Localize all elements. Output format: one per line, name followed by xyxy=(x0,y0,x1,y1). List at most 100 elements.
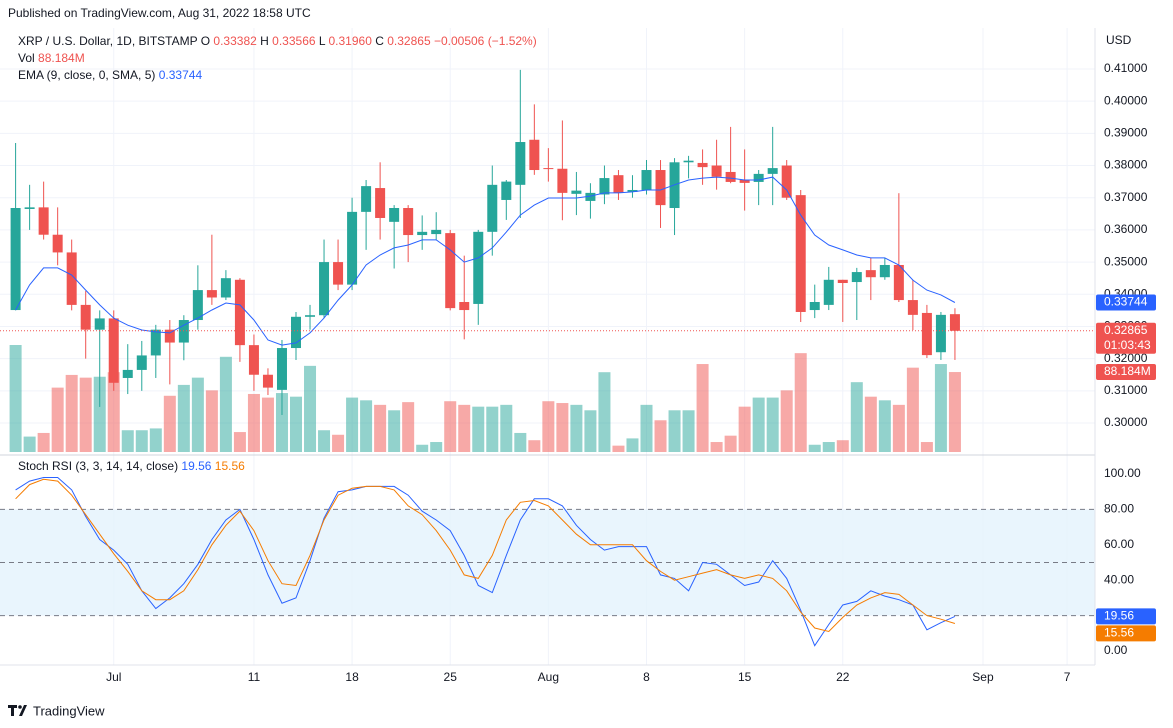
ohlc-letter: L xyxy=(319,34,326,48)
x-tick-label: 18 xyxy=(345,670,359,684)
volume-bar xyxy=(261,397,274,452)
ohlc-value: 0.33382 xyxy=(213,34,257,48)
volume-bar xyxy=(51,387,64,452)
candle-body xyxy=(80,304,91,330)
candle-body xyxy=(767,168,778,174)
volume-bar xyxy=(346,397,359,452)
candle-body xyxy=(192,290,203,321)
candle-body xyxy=(487,184,498,232)
candle-body xyxy=(220,278,231,298)
x-tick-label: 8 xyxy=(643,670,650,684)
y-tick-label: 0.38000 xyxy=(1104,158,1148,172)
volume-bar xyxy=(149,428,162,452)
candle-body xyxy=(781,165,792,198)
volume-value: 88.184M xyxy=(38,51,85,65)
legend-row: EMA (9, close, 0, SMA, 5) 0.33744 xyxy=(18,68,202,82)
candle-body xyxy=(276,348,287,390)
volume-bar xyxy=(318,430,331,452)
volume-bar xyxy=(514,432,527,452)
indicator-line xyxy=(15,478,956,633)
candle-body xyxy=(921,312,932,356)
volume-bar xyxy=(290,396,302,452)
candle-body xyxy=(543,168,554,170)
volume-bar xyxy=(766,397,779,452)
ema-name: EMA (9, close, 0, SMA, 5) xyxy=(18,68,155,82)
candle-body xyxy=(403,208,414,236)
volume-bar xyxy=(402,402,415,452)
volume-bar xyxy=(654,420,667,452)
volume-tag-bg xyxy=(1096,364,1156,381)
volume-bar xyxy=(191,377,204,452)
x-tick-label: 11 xyxy=(248,670,261,684)
y-tick-label: 0.41000 xyxy=(1104,61,1148,75)
candle-body xyxy=(248,345,259,375)
volume-bar xyxy=(65,374,78,452)
logo-dot xyxy=(18,705,22,709)
volume-bar xyxy=(696,364,709,452)
candle-body xyxy=(529,139,540,171)
volume-bar xyxy=(836,440,849,452)
volume-bar xyxy=(948,372,961,452)
ohlc-value: 0.31960 xyxy=(328,34,372,48)
legend-row: XRP / U.S. Dollar, 1D, BITSTAMP O 0.3338… xyxy=(18,34,537,48)
candle-body xyxy=(837,279,848,284)
x-tick-label: 25 xyxy=(444,670,458,684)
candle-body xyxy=(879,264,890,278)
volume-bar xyxy=(37,432,50,452)
volume-bar xyxy=(612,445,625,452)
volume-bar xyxy=(682,410,695,452)
close-tag-bg xyxy=(1096,322,1156,354)
candle-body xyxy=(164,329,175,343)
candle-body xyxy=(641,170,652,190)
candle-body xyxy=(431,229,442,235)
volume-bar xyxy=(360,400,373,452)
volume-bar xyxy=(710,442,723,452)
volume-bar xyxy=(920,442,933,452)
candle-body xyxy=(206,290,217,298)
candle-body xyxy=(361,186,372,212)
candle-body xyxy=(150,329,161,356)
volume-bar xyxy=(107,372,120,452)
candle-body xyxy=(52,234,63,253)
candle-body xyxy=(305,315,316,317)
volume-bar xyxy=(822,442,835,452)
volume-bar xyxy=(528,440,541,452)
y-tick-label: 0.40000 xyxy=(1104,93,1148,107)
candle-body xyxy=(809,301,820,311)
volume-bar xyxy=(850,382,863,452)
volume-bar xyxy=(640,404,653,452)
candle-body xyxy=(473,231,484,304)
candle-body xyxy=(108,318,119,383)
volume-bar xyxy=(121,430,134,452)
close-tag: 0.32865 xyxy=(1104,323,1148,337)
ohlc-value: 0.32865 xyxy=(387,34,431,48)
candle-body xyxy=(10,208,21,311)
volume-bar xyxy=(79,377,92,452)
logo-icon xyxy=(8,705,27,716)
candle-body xyxy=(501,181,512,200)
volume-bar xyxy=(878,400,891,452)
y-tick-label: 0.37000 xyxy=(1104,190,1148,204)
candle-body xyxy=(24,207,35,209)
candle-body xyxy=(417,231,428,236)
candle-body xyxy=(935,314,946,353)
volume-bar xyxy=(626,438,639,452)
volume-bar xyxy=(275,393,288,452)
y-tick-label: 0.32000 xyxy=(1104,351,1148,365)
y-tick-label: 0.36000 xyxy=(1104,222,1148,236)
volume-bar xyxy=(892,404,905,452)
volume-bar xyxy=(808,444,821,452)
candle-body xyxy=(234,279,245,346)
volume-bar xyxy=(416,444,429,452)
y-tick-label: 0.30000 xyxy=(1104,415,1148,429)
y-tick-label: 0.39000 xyxy=(1104,125,1148,139)
stoch-k-tag: 19.56 xyxy=(1104,609,1134,623)
candle-body xyxy=(459,301,470,311)
candle-body xyxy=(136,355,147,370)
x-tick-label: 7 xyxy=(1064,670,1071,684)
volume-bar xyxy=(430,442,443,452)
candle-body xyxy=(697,162,708,168)
